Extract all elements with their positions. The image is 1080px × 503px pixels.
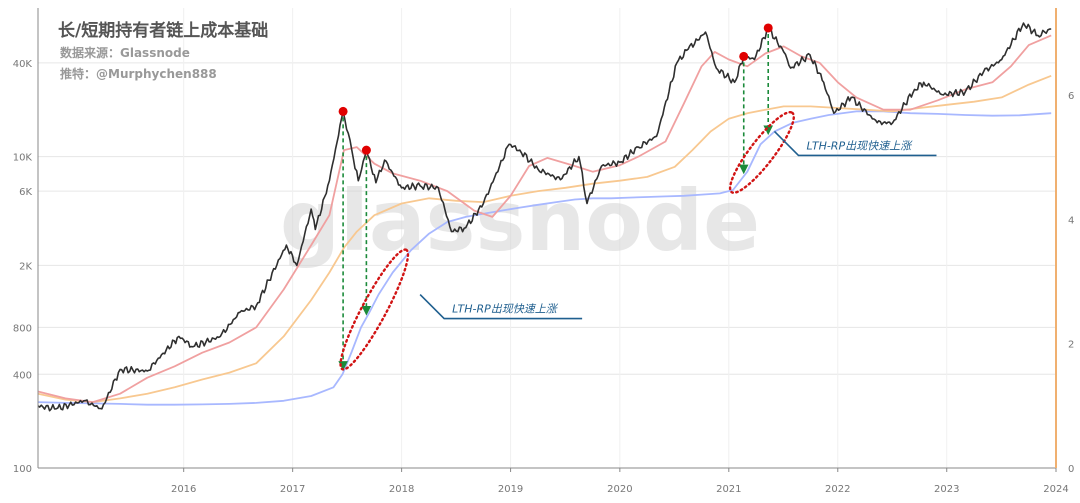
peak-marker — [739, 51, 749, 61]
y-tick-label: 400 — [13, 370, 32, 381]
y-tick-label: 40K — [13, 59, 33, 70]
x-tick-label: 2021 — [716, 484, 741, 495]
y2-tick-label: 2 — [1068, 340, 1074, 351]
series-line-sth — [37, 34, 1052, 403]
x-tick-label: 2023 — [934, 484, 959, 495]
data-source-label: 数据来源：Glassnode — [60, 46, 190, 60]
y-tick-label: 10K — [13, 153, 33, 164]
chart-title: 长/短期持有者链上成本基础 — [58, 21, 269, 41]
series-line-mid — [37, 74, 1052, 403]
callout-line — [773, 130, 937, 157]
callout-text: LTH-RP出现快速上涨 — [806, 139, 913, 152]
y-tick-label: 100 — [13, 464, 32, 475]
watermark-text: glassnode — [280, 172, 760, 270]
x-tick-label: 2017 — [280, 484, 305, 495]
y2-tick-label: 6 — [1068, 91, 1074, 102]
peak-marker — [361, 145, 371, 155]
y2-tick-label: 0 — [1068, 464, 1074, 475]
ellipse-2021 — [728, 111, 795, 194]
x-tick-label: 2019 — [498, 484, 523, 495]
series-line-price — [37, 22, 1052, 412]
series-lines — [37, 22, 1052, 412]
y-tick-label: 2K — [19, 261, 32, 272]
x-tick-label: 2022 — [825, 484, 850, 495]
gridlines — [38, 8, 1057, 469]
y-tick-label: 6K — [19, 187, 32, 198]
peak-marker — [763, 23, 773, 33]
x-tick-label: 2016 — [171, 484, 196, 495]
y-tick-label: 800 — [13, 323, 32, 334]
peak-marker — [338, 106, 348, 116]
ellipse-2018 — [339, 248, 410, 371]
series-line-lth — [37, 110, 1052, 406]
x-tick-label: 2020 — [607, 484, 632, 495]
axes: 100 400 800 2K 6K 10K 40K 0 2 4 6 2016 2017 2018 2019 2… — [13, 8, 1074, 495]
callout-line — [419, 293, 583, 320]
x-tick-label: 2024 — [1043, 484, 1068, 495]
annotation-layer: LTH-RP出现快速上涨 LTH-RP出现快速上涨 — [338, 23, 937, 371]
callout-text: LTH-RP出现快速上涨 — [452, 303, 559, 316]
y2-tick-label: 4 — [1068, 215, 1074, 226]
x-tick-label: 2018 — [389, 484, 414, 495]
author-label: 推特：@Murphychen888 — [60, 67, 217, 81]
